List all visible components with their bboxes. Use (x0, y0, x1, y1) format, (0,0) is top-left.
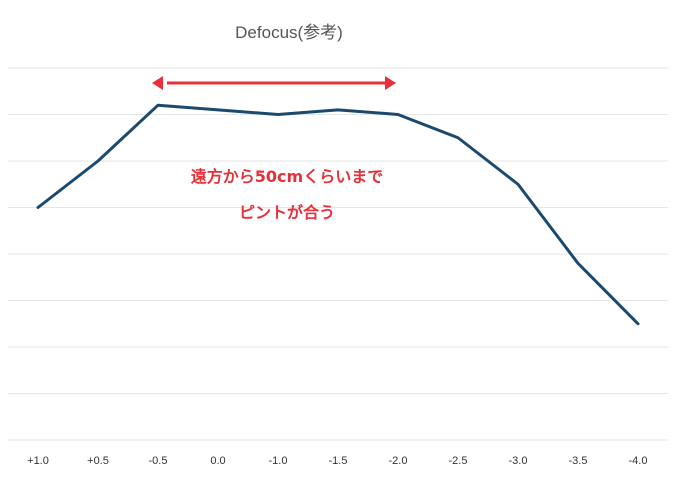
range-arrow-left-head (152, 76, 163, 90)
x-tick-label: -0.5 (149, 455, 168, 467)
range-arrow-right-head (385, 76, 396, 90)
x-tick-label: -2.0 (389, 455, 408, 467)
x-tick-label: -4.0 (629, 455, 648, 467)
x-tick-label: -3.5 (569, 455, 588, 467)
gridlines (8, 67, 668, 441)
x-tick-label: -1.0 (269, 455, 288, 467)
x-tick-label: +1.0 (27, 455, 49, 467)
x-axis-tick-labels: +1.0 +0.5 -0.5 0.0 -1.0 -1.5 -2.0 -2.5 -3.0 -3.5 -… (27, 455, 647, 467)
annotation-line-1: 遠方から50cmくらいまで (191, 167, 383, 186)
x-tick-label: -1.5 (329, 455, 348, 467)
x-tick-label: -3.0 (509, 455, 528, 467)
x-tick-label: +0.5 (87, 455, 109, 467)
range-annotation: 遠方から50cmくらいまで ピントが合う (152, 76, 396, 222)
x-tick-label: -2.5 (449, 455, 468, 467)
series-line (36, 103, 640, 326)
annotation-line-2: ピントが合う (239, 203, 335, 222)
x-tick-label: 0.0 (210, 455, 225, 467)
chart-title: Defocus(参考) (235, 23, 343, 42)
